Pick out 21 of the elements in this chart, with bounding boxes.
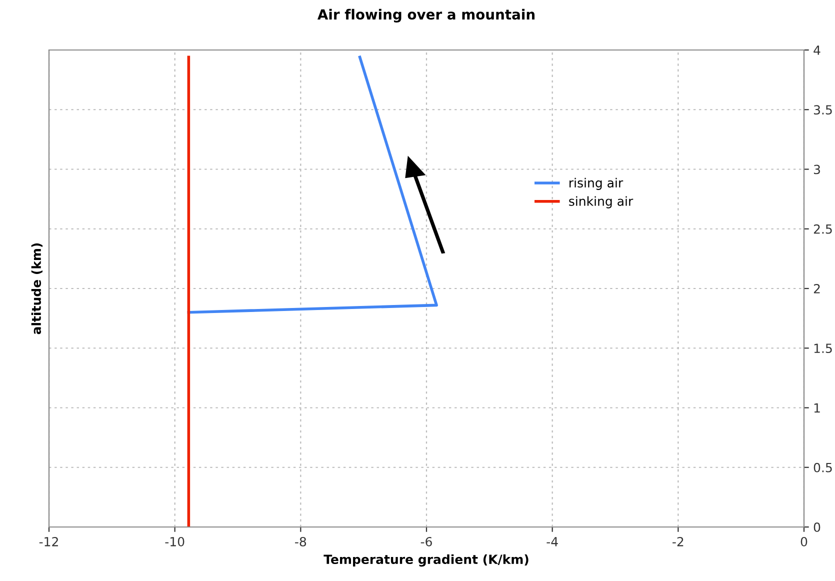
y-tick-label: 0 <box>814 522 820 532</box>
y-tick-label: 4 <box>814 46 820 55</box>
y-tick-label: 1 <box>814 403 820 412</box>
x-tick-label: -8 <box>295 536 306 546</box>
x-tick-label: -4 <box>546 537 558 546</box>
y-tick-label: 1.5 <box>814 344 832 354</box>
x-tick-label: -6 <box>420 536 432 546</box>
x-tick-label: -10 <box>165 536 184 546</box>
y-tick-label: 3 <box>814 164 820 174</box>
y-tick-label: 3.5 <box>814 105 832 115</box>
legend-label: sinking air <box>569 196 634 208</box>
x-tick-label: -2 <box>672 536 684 546</box>
x-tick-label: 0 <box>800 536 808 546</box>
y-tick-label: 0.5 <box>814 462 832 472</box>
y-axis-title: altitude (km) <box>31 243 42 334</box>
chart-title: Air flowing over a mountain <box>317 8 534 22</box>
x-axis-title: Temperature gradient (K/km) <box>324 554 528 567</box>
y-tick-label: 2.5 <box>814 224 832 234</box>
legend-label: rising air <box>570 178 624 190</box>
x-tick-label: -12 <box>39 536 58 546</box>
y-tick-label: 2 <box>814 284 820 294</box>
